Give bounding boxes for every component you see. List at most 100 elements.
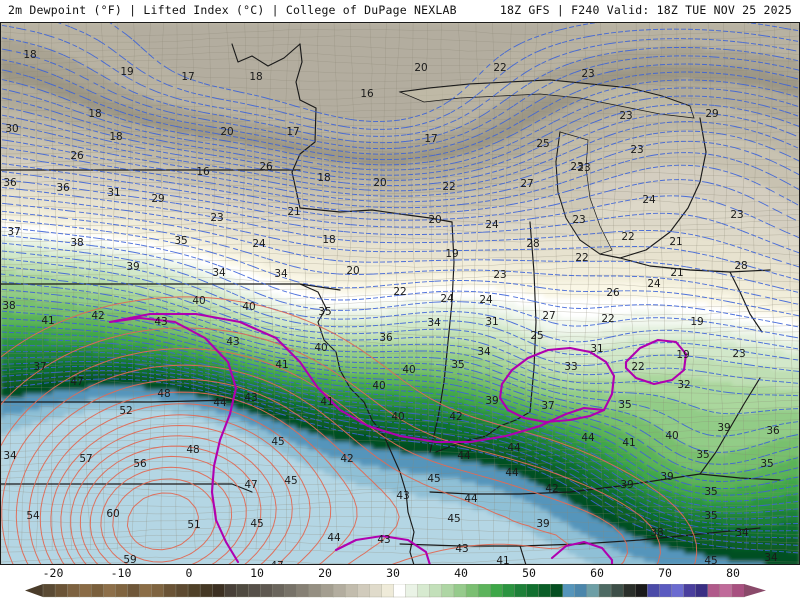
lifted-index-isopleth [89, 455, 247, 565]
colorbar-tick: 20 [318, 566, 332, 580]
contour-label: 43 [396, 490, 409, 502]
colorbar-swatch [622, 583, 636, 598]
dewpoint-isodrosotherm [0, 121, 800, 192]
contour-label: 44 [213, 397, 227, 409]
colorbar-swatch [308, 583, 322, 598]
colorbar-tick: 0 [186, 566, 193, 580]
contour-label: 40 [192, 295, 205, 307]
colorbar-swatch [635, 583, 648, 598]
contour-label: 36 [766, 425, 780, 437]
contour-label: 23 [493, 269, 506, 281]
contour-label: 25 [530, 330, 543, 342]
dewpoint-isodrosotherm [0, 303, 800, 465]
contour-label: 27 [542, 310, 555, 322]
dewpoint-isodrosotherm [0, 378, 800, 554]
lifted-index-zero-line [550, 540, 614, 565]
contour-label: 52 [119, 405, 132, 417]
dewpoint-isodrosotherm [0, 210, 800, 306]
colorbar-swatch [502, 583, 515, 598]
dewpoint-isodrosotherm [0, 234, 800, 339]
colorbar-tick: -10 [111, 566, 132, 580]
contour-label: 57 [79, 453, 92, 465]
dewpoint-isodrosotherm [0, 365, 800, 532]
county-lines [0, 22, 800, 565]
map-canvas[interactable]: 18 19 17 18 20 22 23 23 29 30 18 16 25 23 23 18 20 17 17 26… [0, 22, 800, 565]
lifted-index-isopleth [100, 466, 233, 565]
contour-label: 56 [133, 458, 147, 470]
colorbar-swatch [357, 583, 370, 598]
contour-label: 34 [735, 527, 749, 539]
contour-label: 23 [581, 68, 594, 80]
colorbar-tick: 80 [726, 566, 740, 580]
contour-label: 40 [314, 342, 327, 354]
colorbar-swatch [139, 583, 153, 598]
contour-label: 17 [424, 133, 437, 145]
contour-label: 37 [541, 400, 554, 412]
colorbar-swatch [151, 583, 165, 598]
contour-label: 23 [730, 209, 743, 221]
dewpoint-isodrosotherm [0, 170, 800, 239]
lifted-index-zero-line [108, 316, 240, 564]
dewpoint-isodrosotherm [0, 186, 800, 268]
contour-label: 47 [270, 560, 283, 565]
contour-label: 44 [581, 432, 595, 444]
contour-label: 35 [174, 235, 187, 247]
contour-label: 28 [526, 238, 539, 250]
colorbar-swatch [296, 583, 310, 598]
contour-label: 36 [56, 182, 70, 194]
contour-label: 34 [764, 552, 778, 564]
colorbar-under-arrow [25, 584, 43, 597]
contour-label: 35 [704, 510, 717, 522]
lifted-index-isopleth [0, 327, 661, 565]
contour-label: 22 [393, 286, 406, 298]
contour-label: 18 [249, 71, 262, 83]
contour-label: 41 [320, 396, 333, 408]
dewpoint-isodrosotherm [0, 374, 800, 547]
colorbar-swatch [115, 583, 129, 598]
colorbar-swatch [586, 583, 600, 598]
state-borders [0, 43, 781, 565]
lifted-index-highlight [108, 312, 688, 565]
lifted-index-isopleth [0, 296, 698, 565]
contour-label: 35 [618, 399, 631, 411]
colorbar-tick: 40 [454, 566, 468, 580]
colorbar-swatch [103, 583, 117, 598]
contour-label: 40 [391, 411, 404, 423]
contour-label: 19 [445, 248, 458, 260]
contour-label: 36 [379, 332, 393, 344]
colorbar-swatch [465, 583, 479, 598]
colorbar-swatch [248, 583, 262, 598]
dewpoint-isodrosotherm [0, 242, 800, 350]
colorbar-swatch [526, 583, 540, 598]
contour-label: 18 [322, 234, 335, 246]
contour-label: 26 [70, 150, 84, 162]
contour-label: 43 [226, 336, 239, 348]
colorbar-swatch [127, 583, 141, 598]
dewpoint-isodrosotherm [0, 218, 800, 317]
colorbar-tick: 70 [658, 566, 672, 580]
contour-label: 40 [402, 364, 415, 376]
contour-label: 44 [507, 442, 521, 454]
contour-label: 59 [123, 554, 136, 565]
contour-label: 32 [677, 379, 690, 391]
dewpoint-isodrosotherm [0, 288, 800, 437]
colorbar-swatch [405, 583, 419, 598]
colorbar-swatch [66, 583, 80, 598]
lifted-index-zero-line [334, 534, 432, 565]
dewpoint-isodrosotherm [0, 361, 800, 526]
colorbar-swatch [42, 583, 56, 598]
contour-label: 31 [590, 343, 603, 355]
contour-label: 42 [340, 453, 353, 465]
colorbar-tick: 30 [386, 566, 400, 580]
contour-label: 34 [427, 317, 441, 329]
lifted-index-isopleth [0, 348, 628, 565]
colorbar-swatch [175, 583, 189, 598]
contour-label: 24 [479, 294, 493, 306]
contour-label: 27 [520, 178, 533, 190]
dewpoint-isodrosotherm [0, 95, 800, 176]
contour-label: 22 [601, 313, 614, 325]
contour-label: 24 [485, 219, 499, 231]
contour-label: 21 [669, 236, 682, 248]
